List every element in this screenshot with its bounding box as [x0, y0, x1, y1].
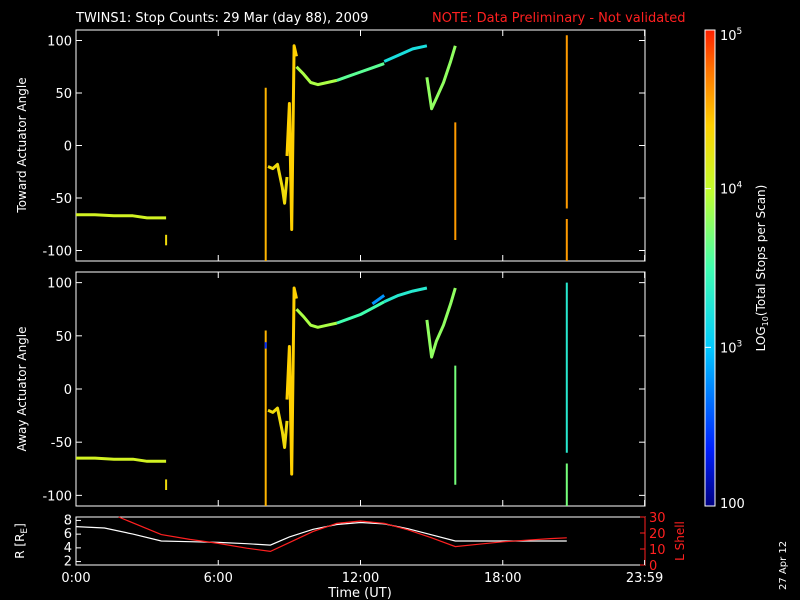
time-axis: 0:00 6:00 12:00 18:00 23:59: [61, 571, 663, 586]
time-axis-label: Time (UT): [327, 586, 392, 600]
toward-data-segment: [336, 62, 385, 82]
time-tick-label: 18:00: [484, 571, 521, 586]
toward-data-segment: [267, 162, 289, 205]
ephem-left-ylabel: R [RE]: [13, 523, 30, 559]
colorbar: 105 104 103 100 LOG10(Total Stops per Scan): [704, 27, 770, 512]
colorbar-tick-label: 104: [720, 181, 743, 198]
colorbar-tick-label: 100: [720, 497, 745, 512]
away-data-segment: [336, 300, 385, 325]
time-tick-label: 23:59: [626, 571, 663, 586]
away-data-segment: [383, 286, 428, 304]
toward-ytick-label: -100: [42, 245, 72, 260]
toward-data-segment: [383, 44, 428, 63]
l-shell-line: [118, 516, 567, 553]
chart-title: TWINS1: Stop Counts: 29 Mar (day 88), 20…: [75, 11, 368, 26]
colorbar-tick-label: 105: [720, 27, 742, 44]
toward-data-segment: [285, 44, 298, 231]
away-ytick-label: 50: [55, 330, 72, 345]
ephem-right-ytick-label: 20: [649, 527, 666, 542]
away-data-segment: [371, 294, 386, 306]
toward-ytick-label: -50: [51, 192, 72, 207]
away-panel: -100 -50 0 50 100 Away Actuator Angle: [15, 271, 646, 507]
away-data-segment: [295, 308, 338, 329]
toward-ylabel: Toward Actuator Angle: [15, 77, 29, 213]
toward-data-segment: [76, 213, 167, 220]
preliminary-note: NOTE: Data Preliminary - Not validated: [432, 11, 686, 26]
toward-ytick-label: 0: [64, 140, 72, 155]
away-data-segment: [425, 287, 457, 359]
toward-ytick-label: 50: [55, 87, 72, 102]
ephem-left-ytick-label: 4: [64, 541, 72, 556]
away-ytick-label: -50: [51, 436, 72, 451]
toward-ytick-label: 100: [47, 35, 72, 50]
away-plot-frame: [75, 271, 646, 507]
toward-panel: -100 -50 0 50 100 Toward Actuator Angle: [15, 29, 646, 262]
ephem-right-ytick-label: 30: [649, 511, 666, 526]
away-data-segment: [285, 286, 298, 476]
colorbar-tick-label: 103: [720, 339, 742, 356]
toward-data-segment: [425, 45, 457, 111]
time-tick-label: 6:00: [204, 571, 233, 586]
ephem-right-ytick-label: 10: [649, 543, 666, 558]
ephem-right-ylabel: L Shell: [673, 521, 687, 561]
toward-data-segment: [295, 65, 338, 87]
colorbar-label: LOG10(Total Stops per Scan): [754, 185, 770, 352]
away-data-segment: [267, 406, 289, 449]
colorbar-gradient: [704, 29, 716, 507]
away-ytick-label: -100: [42, 489, 72, 504]
away-data-segment: [76, 456, 167, 463]
time-tick-label: 12:00: [342, 571, 379, 586]
ephem-right-ytick-label: 0: [649, 559, 657, 574]
away-ytick-label: 100: [47, 277, 72, 292]
ephem-left-ytick-label: 8: [64, 513, 72, 528]
date-stamp: 27 Apr 12: [778, 541, 789, 590]
ephem-left-ytick-label: 2: [64, 555, 72, 570]
time-tick-label: 0:00: [61, 571, 90, 586]
r-distance-line: [75, 521, 567, 546]
ephem-left-ytick-label: 6: [64, 527, 72, 542]
away-ylabel: Away Actuator Angle: [15, 326, 29, 451]
away-ytick-label: 0: [64, 383, 72, 398]
toward-plot-frame: [75, 29, 646, 262]
